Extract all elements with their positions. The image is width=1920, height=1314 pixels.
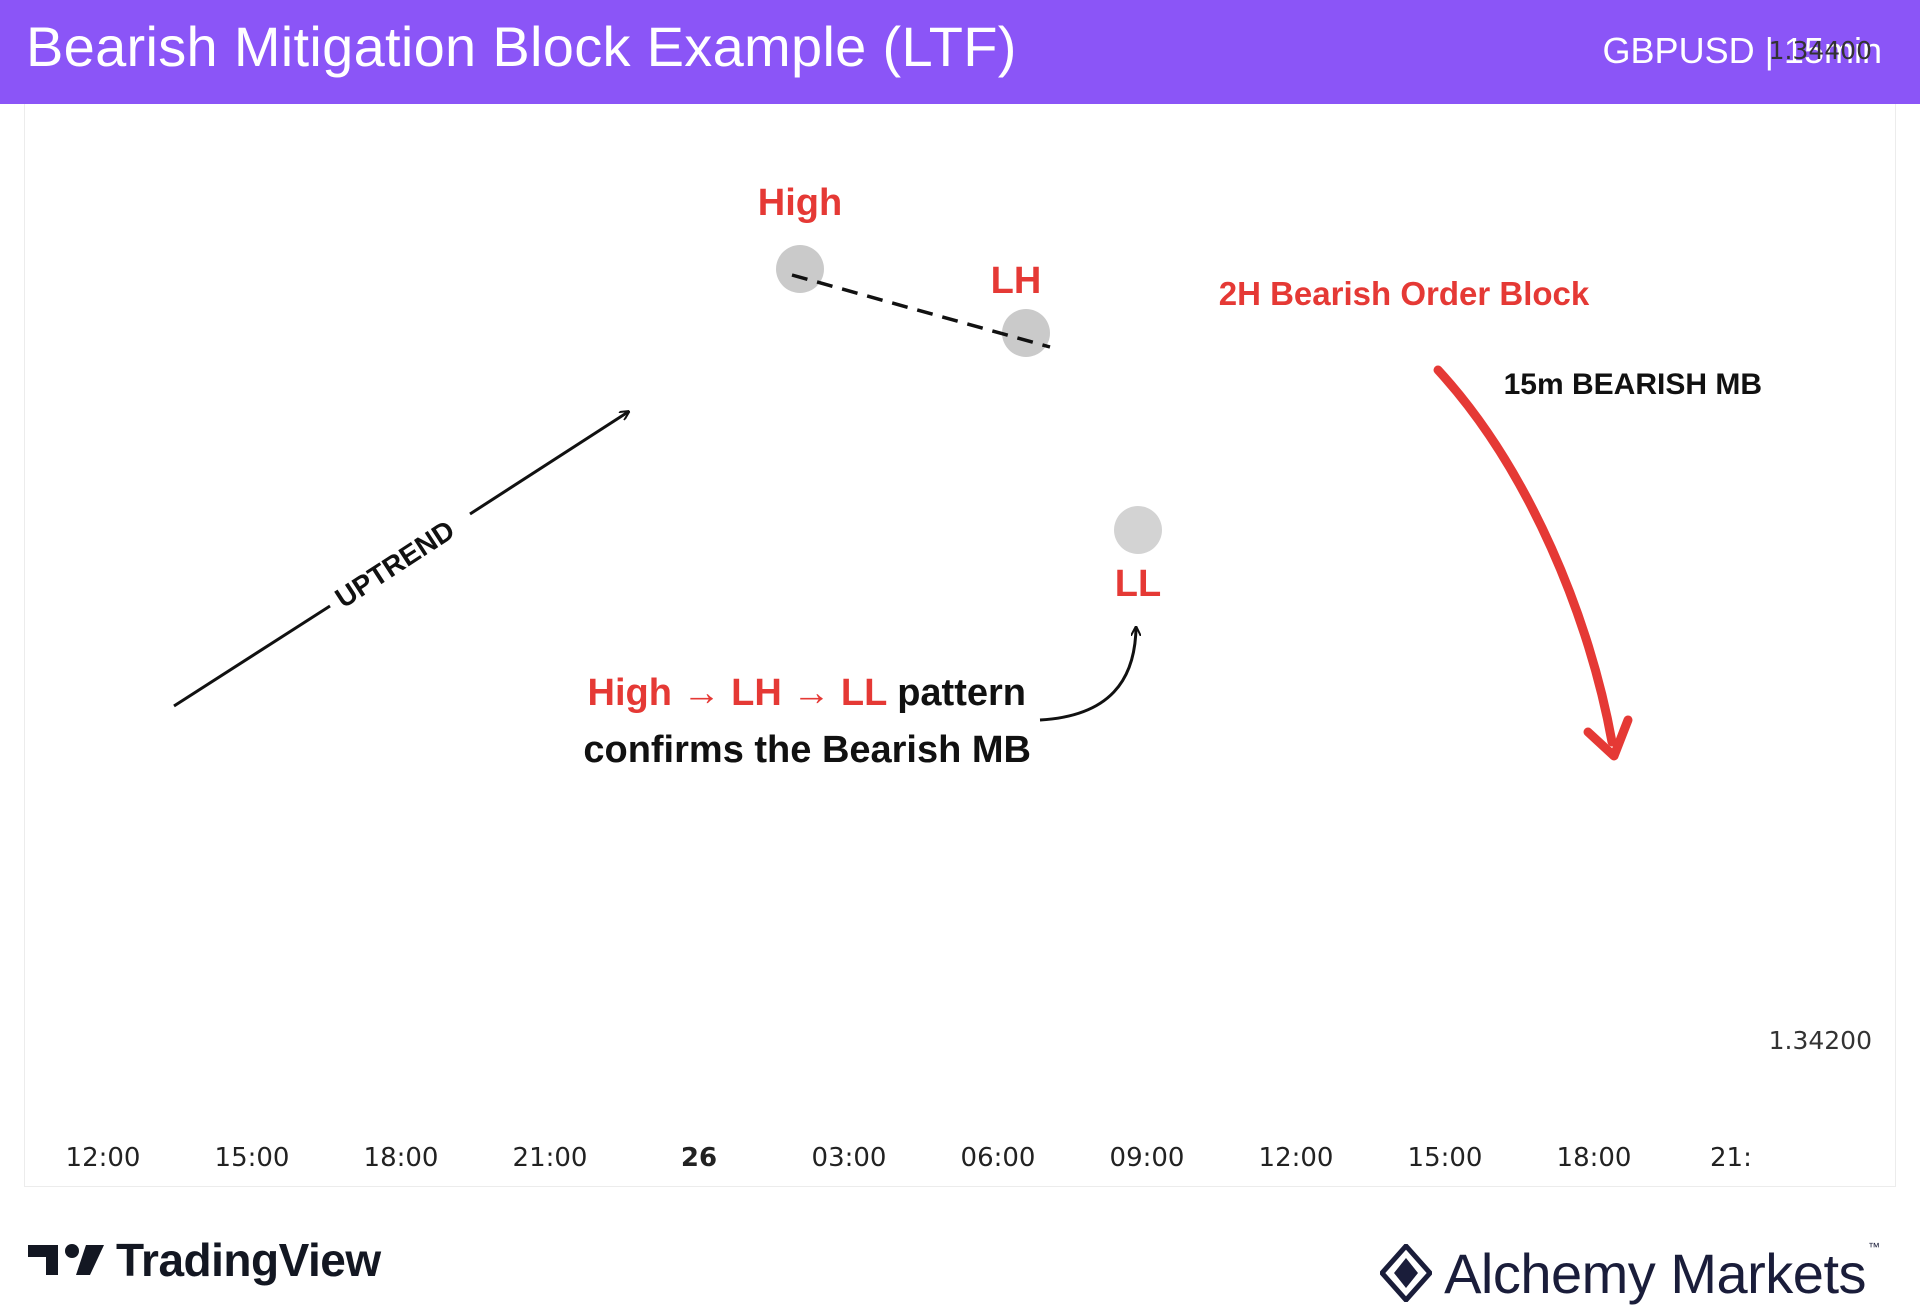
pattern-caption-part: pattern xyxy=(887,672,1026,714)
pattern-caption-part: → xyxy=(782,672,841,714)
lower-high-trendline xyxy=(791,273,1051,349)
pattern-caption-part: LL xyxy=(841,672,887,714)
y-tick-label: 1.34400 xyxy=(1769,36,1872,65)
uptrend-arrow xyxy=(469,412,628,516)
high-swing-marker xyxy=(776,245,824,293)
x-tick-label: 26 xyxy=(681,1143,717,1173)
lh-label: LH xyxy=(991,260,1042,302)
x-tick-label: 21:00 xyxy=(1710,1143,1785,1173)
bearish-move-arrow xyxy=(1433,365,1617,747)
alchemy-logo-icon xyxy=(1380,1244,1433,1302)
x-tick-label: 12:00 xyxy=(1259,1143,1334,1173)
alchemy-brand: Alchemy Markets ™ xyxy=(1380,1238,1880,1308)
alchemy-wordmark: Alchemy Markets xyxy=(1444,1241,1866,1305)
mitigation-block-label: 15m BEARISH MB xyxy=(1504,368,1762,401)
header-bar: Bearish Mitigation Block Example (LTF) G… xyxy=(0,0,1920,104)
x-tick-label: 21:00 xyxy=(513,1143,588,1173)
x-tick-label: 18:00 xyxy=(1557,1143,1632,1173)
x-tick-label: 03:00 xyxy=(812,1143,887,1173)
tradingview-wordmark: TradingView xyxy=(116,1234,381,1286)
page-title: Bearish Mitigation Block Example (LTF) xyxy=(26,15,1017,78)
pattern-caption-part: → xyxy=(672,672,731,714)
tradingview-brand: TradingView xyxy=(28,1232,381,1288)
x-tick-label: 09:00 xyxy=(1110,1143,1185,1173)
uptrend-label: UPTREND xyxy=(330,514,460,614)
x-tick-label: 15:00 xyxy=(1408,1143,1483,1173)
pattern-caption-part: LH xyxy=(731,672,782,714)
order-block-label: 2H Bearish Order Block xyxy=(1219,275,1590,312)
pattern-caption-line2: confirms the Bearish MB xyxy=(583,729,1031,771)
uptrend-line-lower xyxy=(173,604,331,708)
pattern-caption-line1: High → LH → LL pattern xyxy=(588,672,1026,714)
x-tick-label: 06:00 xyxy=(961,1143,1036,1173)
ll-swing-marker xyxy=(1114,506,1162,554)
x-tick-label: 15:00 xyxy=(215,1143,290,1173)
trademark-symbol: ™ xyxy=(1868,1240,1880,1254)
y-tick-label: 1.34200 xyxy=(1769,1026,1872,1055)
lh-swing-marker xyxy=(1002,309,1050,357)
bearish-move-arrowhead xyxy=(1583,715,1633,761)
x-tick-label: 18:00 xyxy=(364,1143,439,1173)
pattern-caption-part: High xyxy=(588,672,672,714)
candlestick-chart: High LH LL 2H Bearish Order Block 15m BEARIS… xyxy=(66,36,1872,1173)
pattern-pointer-arrow xyxy=(1039,628,1136,722)
x-tick-label: 12:00 xyxy=(66,1143,141,1173)
chart-frame xyxy=(24,104,1896,1187)
ll-label: LL xyxy=(1115,563,1161,605)
tradingview-logo-icon xyxy=(28,1244,104,1275)
symbol-timeframe: GBPUSD | 15min xyxy=(1602,30,1882,71)
high-label: High xyxy=(758,182,842,224)
